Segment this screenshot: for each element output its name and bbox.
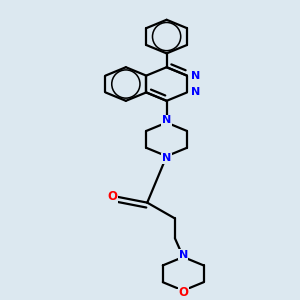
Text: O: O bbox=[108, 190, 118, 203]
Text: N: N bbox=[178, 250, 188, 260]
Text: O: O bbox=[178, 286, 188, 299]
Text: N: N bbox=[191, 87, 200, 98]
Text: N: N bbox=[162, 153, 171, 164]
Text: N: N bbox=[191, 70, 200, 81]
Text: N: N bbox=[162, 116, 171, 125]
